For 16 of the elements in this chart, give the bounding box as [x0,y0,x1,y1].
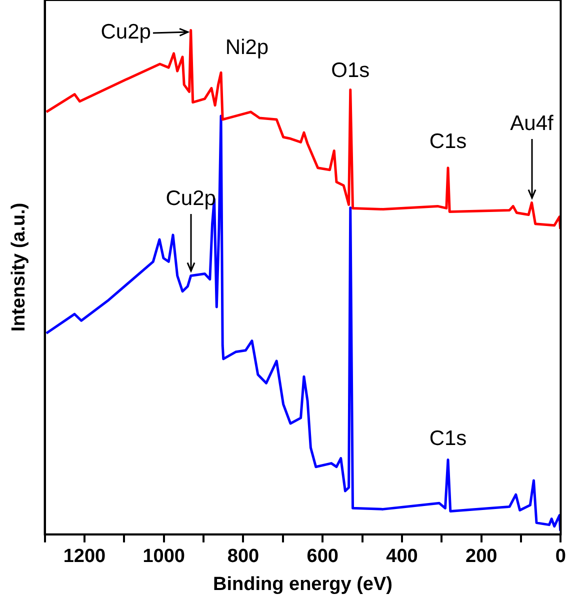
annotation: O1s [331,59,370,82]
x-tick-label: 400 [386,546,418,568]
x-axis-title: Binding energy (eV) [213,574,392,595]
x-tick-label: 1000 [142,546,185,568]
x-tick-label: 1200 [63,546,106,568]
y-axis-title: Intensity (a.u.) [8,202,30,332]
x-tick-label: 600 [306,546,338,568]
x-tick-label: 800 [227,546,260,568]
annotation: Au4f [510,112,554,135]
annotation: Cu2p [100,20,151,44]
annotation: Cu2p [166,187,216,210]
annotation: Ni2p [225,36,269,59]
annotation: C1s [429,427,467,450]
annotation: C1s [429,130,467,154]
x-tick-label: 200 [465,546,498,568]
x-tick-label: 0 [555,546,566,568]
